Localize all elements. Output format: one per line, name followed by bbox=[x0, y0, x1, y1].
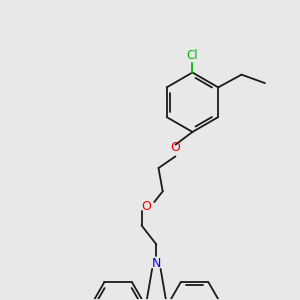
Text: Cl: Cl bbox=[187, 49, 198, 62]
Text: O: O bbox=[141, 200, 151, 213]
Text: O: O bbox=[170, 141, 180, 154]
Text: N: N bbox=[152, 257, 161, 270]
